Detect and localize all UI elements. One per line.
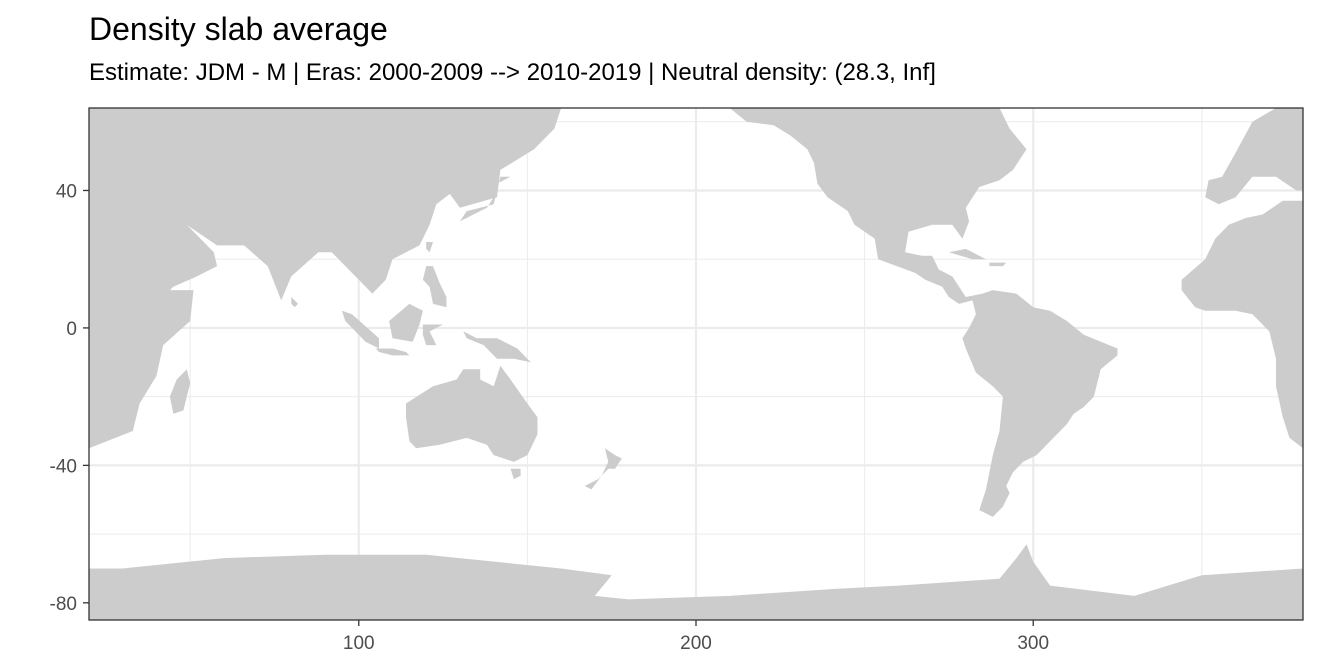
landmass-sri-lanka: [291, 297, 299, 308]
x-tick-label: 200: [680, 633, 712, 654]
landmass-cuba: [948, 248, 986, 260]
landmass-tasmania: [510, 468, 521, 480]
y-axis: 40 0 -40 -80: [50, 181, 89, 615]
landmass-africa-east: [1181, 200, 1303, 449]
land-layer: [89, 108, 1303, 620]
y-tick-label: -80: [50, 594, 77, 615]
x-tick-label: 300: [1017, 633, 1049, 654]
landmass-sulawesi: [422, 324, 444, 346]
y-tick-label: 40: [56, 181, 77, 202]
y-tick-label: -40: [50, 456, 77, 477]
landmass-europe-east: [1205, 108, 1303, 205]
landmass-madagascar: [169, 369, 191, 414]
landmass-hispaniola: [989, 262, 1007, 267]
chart-subtitle: Estimate: JDM - M | Eras: 2000-2009 --> …: [89, 59, 936, 86]
landmass-borneo: [389, 303, 423, 342]
landmass-java: [375, 348, 410, 356]
x-axis: 100 200 300: [343, 620, 1049, 654]
x-tick-label: 100: [343, 633, 375, 654]
y-tick-label: 0: [66, 319, 77, 340]
landmass-antarctica: [89, 544, 1303, 620]
landmass-americas: [729, 108, 1118, 517]
landmass-new-guinea: [463, 331, 531, 363]
landmass-taiwan: [426, 242, 433, 253]
landmass-philippines: [422, 266, 447, 308]
landmass-japan: [459, 176, 511, 222]
landmass-new-zealand: [584, 448, 622, 490]
landmass-australia: [406, 365, 538, 462]
landmass-sumatra: [341, 310, 379, 349]
chart-title: Density slab average: [89, 11, 388, 47]
landmass-eurasia-africa-west: [89, 108, 562, 449]
